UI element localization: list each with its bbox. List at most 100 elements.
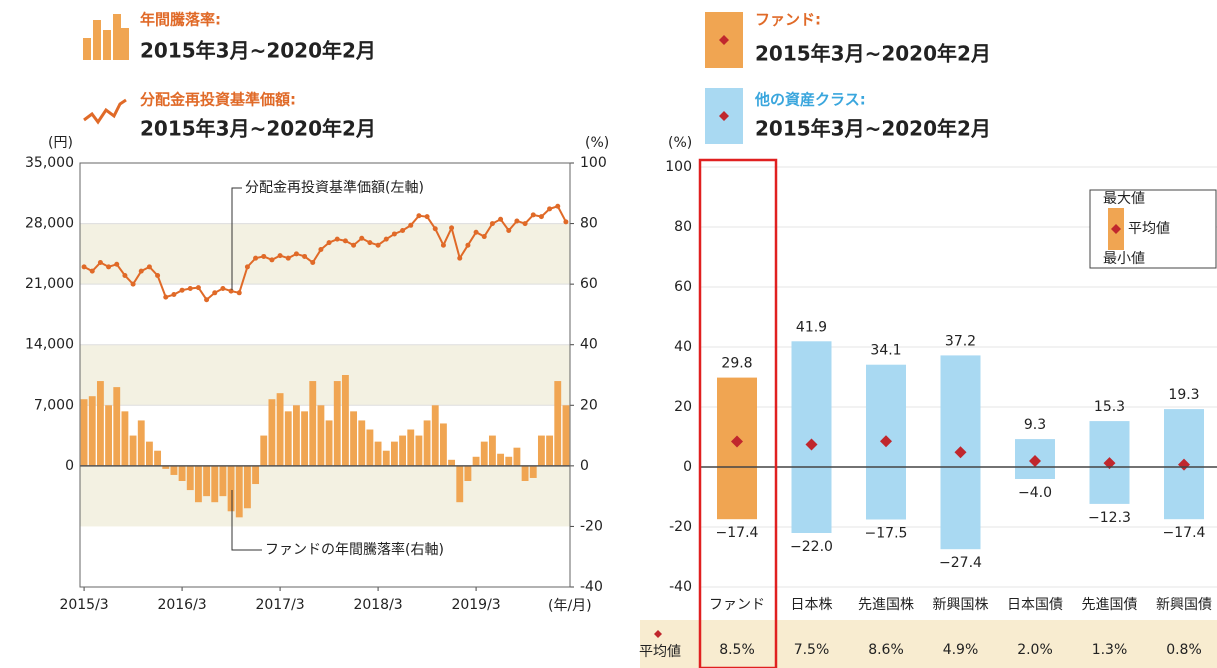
min-label: −12.3 xyxy=(1088,510,1131,526)
max-label: 29.8 xyxy=(721,356,752,372)
legend-period: 2015年3月~2020年2月 xyxy=(140,39,376,63)
point xyxy=(212,290,218,296)
bar xyxy=(260,435,268,466)
y2-tick-label: 100 xyxy=(580,155,607,171)
bar xyxy=(423,420,431,466)
y-tick-label: 35,000 xyxy=(25,155,74,171)
bar xyxy=(505,456,513,466)
legend-label: 最大値 xyxy=(1103,191,1145,207)
legend-label: 分配金再投資基準価額: xyxy=(140,91,296,109)
point xyxy=(465,242,471,248)
point xyxy=(424,214,430,220)
annotation: ファンドの年間騰落率(右軸) xyxy=(265,541,444,558)
bar xyxy=(194,465,202,503)
point xyxy=(489,221,495,227)
bar xyxy=(562,405,570,466)
bar xyxy=(227,465,235,512)
min-label: −17.4 xyxy=(716,525,759,541)
y-unit: (円) xyxy=(48,135,73,151)
bar xyxy=(480,441,488,466)
y-tick-label: 40 xyxy=(674,339,692,355)
bar xyxy=(105,405,113,466)
y-tick-label: 14,000 xyxy=(25,337,74,353)
bar xyxy=(162,465,170,469)
point xyxy=(106,264,112,270)
legend-label: 年間騰落率: xyxy=(140,11,221,29)
legend-label: 他の資産クラス: xyxy=(754,91,866,109)
bar xyxy=(96,381,104,466)
bar xyxy=(497,453,505,466)
point xyxy=(342,238,348,244)
band xyxy=(80,344,570,406)
point xyxy=(367,240,373,246)
legend-label: 最小値 xyxy=(1103,251,1145,267)
bar xyxy=(399,435,407,466)
point xyxy=(277,253,283,259)
x-tick-label: 2017/3 xyxy=(255,597,304,613)
bar xyxy=(358,420,366,466)
point xyxy=(326,240,332,246)
bar xyxy=(219,465,227,497)
point xyxy=(171,292,177,298)
y-tick-label: 20 xyxy=(674,399,692,415)
x-tick-label: 先進国債 xyxy=(1082,597,1138,613)
point xyxy=(293,251,299,257)
bar xyxy=(513,447,521,466)
point xyxy=(449,225,455,231)
min-label: −22.0 xyxy=(790,539,833,555)
bar xyxy=(211,465,219,503)
bar xyxy=(546,435,554,466)
bar xyxy=(284,411,292,466)
legend-line-icon xyxy=(83,98,127,125)
point xyxy=(506,227,512,233)
max-label: 34.1 xyxy=(870,343,901,359)
bar xyxy=(268,399,276,466)
point xyxy=(179,287,185,293)
bar xyxy=(448,459,456,466)
bar xyxy=(554,381,562,466)
avg-marker xyxy=(954,446,967,459)
point xyxy=(416,213,422,219)
point xyxy=(408,222,414,228)
x-tick-label: 日本国債 xyxy=(1007,597,1063,613)
y2-tick-label: -20 xyxy=(580,518,603,534)
point xyxy=(253,255,259,261)
legend-marker xyxy=(1111,224,1121,234)
legend-label: ファンド: xyxy=(755,11,821,29)
point xyxy=(187,285,193,291)
y-tick-label: 60 xyxy=(674,279,692,295)
x-tick-label: 先進国株 xyxy=(858,597,914,613)
avg-value: 4.9% xyxy=(943,642,979,658)
x-tick-label: 日本株 xyxy=(791,597,833,613)
point xyxy=(400,227,406,233)
point xyxy=(81,264,87,270)
line xyxy=(83,205,567,302)
legend-period: 2015年3月~2020年2月 xyxy=(755,42,991,66)
point xyxy=(261,253,267,259)
bar xyxy=(292,405,300,466)
table-row-label: 平均値 xyxy=(639,644,681,660)
point xyxy=(547,206,553,212)
table-marker xyxy=(654,630,662,638)
point xyxy=(204,297,210,303)
max-label: 37.2 xyxy=(945,333,976,349)
point xyxy=(244,264,250,270)
avg-marker xyxy=(1103,457,1116,470)
avg-marker xyxy=(1029,455,1041,467)
avg-marker xyxy=(805,438,818,451)
point xyxy=(285,255,291,261)
y2-tick-label: 80 xyxy=(580,216,598,232)
bar xyxy=(252,465,260,485)
avg-value: 7.5% xyxy=(794,642,830,658)
point xyxy=(146,264,152,270)
point xyxy=(195,285,201,291)
point xyxy=(236,290,242,296)
avg-value: 1.3% xyxy=(1092,642,1128,658)
bar xyxy=(129,435,137,466)
y-tick-label: 100 xyxy=(665,159,692,175)
min-label: −27.4 xyxy=(939,555,982,571)
max-label: 15.3 xyxy=(1094,399,1125,415)
bar xyxy=(154,450,162,466)
point xyxy=(163,294,169,300)
y-tick-label: 0 xyxy=(683,459,692,475)
